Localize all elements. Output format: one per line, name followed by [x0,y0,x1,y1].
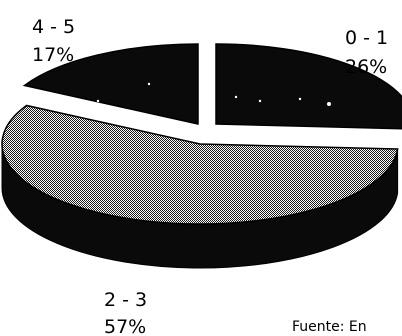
slice-label-4-5: 4 - 5 [32,16,75,38]
slice-speckle [147,82,151,86]
slice-speckle [298,97,302,101]
slice-value-2-3: 57% [104,316,146,336]
slice-speckle [258,99,262,103]
slice-speckle [96,99,100,103]
slice-label-0-1: 0 - 1 [345,27,388,49]
slice-speckle [234,95,238,99]
slice-value-4-5: 17% [32,44,74,66]
labels-layer: 4 - 5 17% 0 - 1 26% 2 - 3 57% Fuente: En [32,16,388,336]
slice-label-2-3: 2 - 3 [104,289,147,311]
pie-slice-0-1 [215,43,402,130]
pie-slice-4-5 [22,43,199,125]
pie-slice-2-3 [1,104,399,225]
slice-value-0-1: 26% [345,56,387,78]
source-note: Fuente: En [292,319,367,335]
slices-layer [1,43,402,269]
slice-speckle [327,102,331,106]
